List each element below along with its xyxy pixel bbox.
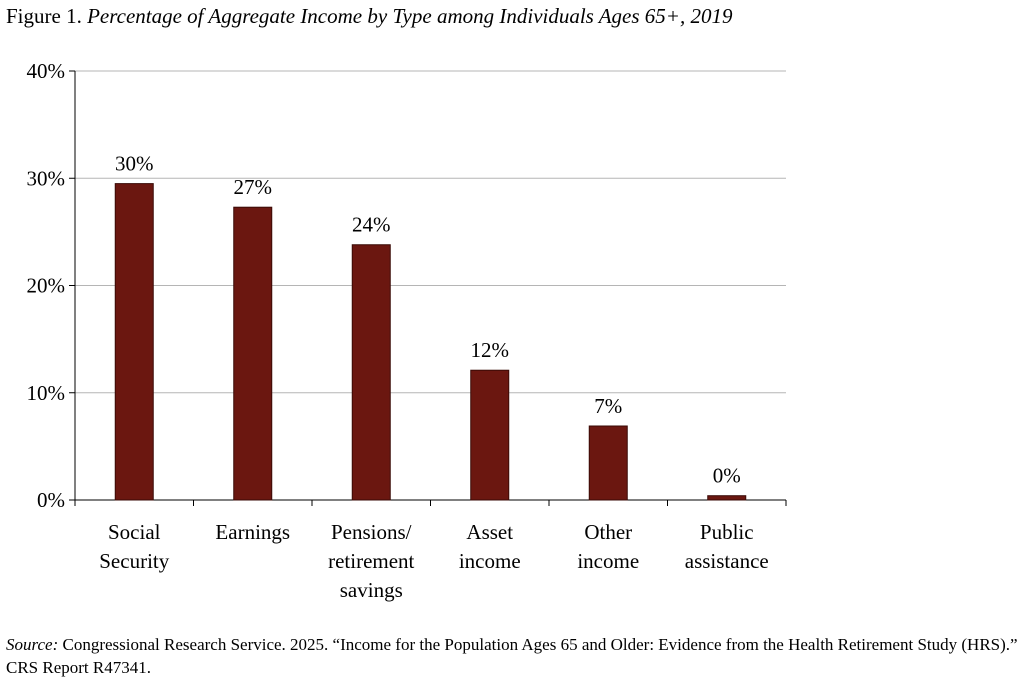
bar <box>351 244 391 501</box>
x-tick-label: Public <box>700 520 754 544</box>
x-tick-label: Other <box>584 520 632 544</box>
y-tick-label: 20% <box>27 274 66 298</box>
source-note: Source: Congressional Research Service. … <box>6 633 1018 679</box>
bar <box>707 495 747 501</box>
x-tick-label: Asset <box>466 520 513 544</box>
y-tick-label: 10% <box>27 381 66 405</box>
figure-title: Figure 1. Percentage of Aggregate Income… <box>6 4 732 29</box>
x-tick-label: assistance <box>685 549 769 573</box>
data-label: 0% <box>713 464 741 488</box>
bar <box>233 206 273 501</box>
x-tick-label: savings <box>340 578 403 602</box>
bar <box>588 425 628 501</box>
bar <box>470 369 510 501</box>
source-text: Congressional Research Service. 2025. “I… <box>6 635 1018 677</box>
x-tick-label: Social <box>108 520 161 544</box>
bar <box>114 183 154 501</box>
data-label: 12% <box>471 338 510 362</box>
data-label: 27% <box>234 175 273 199</box>
source-label: Source: <box>6 635 59 654</box>
data-label: 30% <box>115 152 154 176</box>
figure-title-text: Percentage of Aggregate Income by Type a… <box>87 4 733 28</box>
x-tick-label: retirement <box>328 549 414 573</box>
x-tick-label: Security <box>99 549 169 573</box>
data-label: 24% <box>352 213 391 237</box>
data-label: 7% <box>594 394 622 418</box>
y-tick-label: 40% <box>27 59 66 83</box>
x-tick-label: Pensions/ <box>331 520 412 544</box>
bar-chart: 0% 10% 20% 30% 40% 30% Social Security 27% Earnin… <box>27 59 787 602</box>
x-tick-label: Earnings <box>215 520 290 544</box>
x-tick-label: income <box>459 549 521 573</box>
figure-number: Figure 1. <box>6 4 82 28</box>
x-tick-label: income <box>577 549 639 573</box>
y-tick-label: 30% <box>27 166 66 190</box>
y-tick-label: 0% <box>37 488 65 512</box>
